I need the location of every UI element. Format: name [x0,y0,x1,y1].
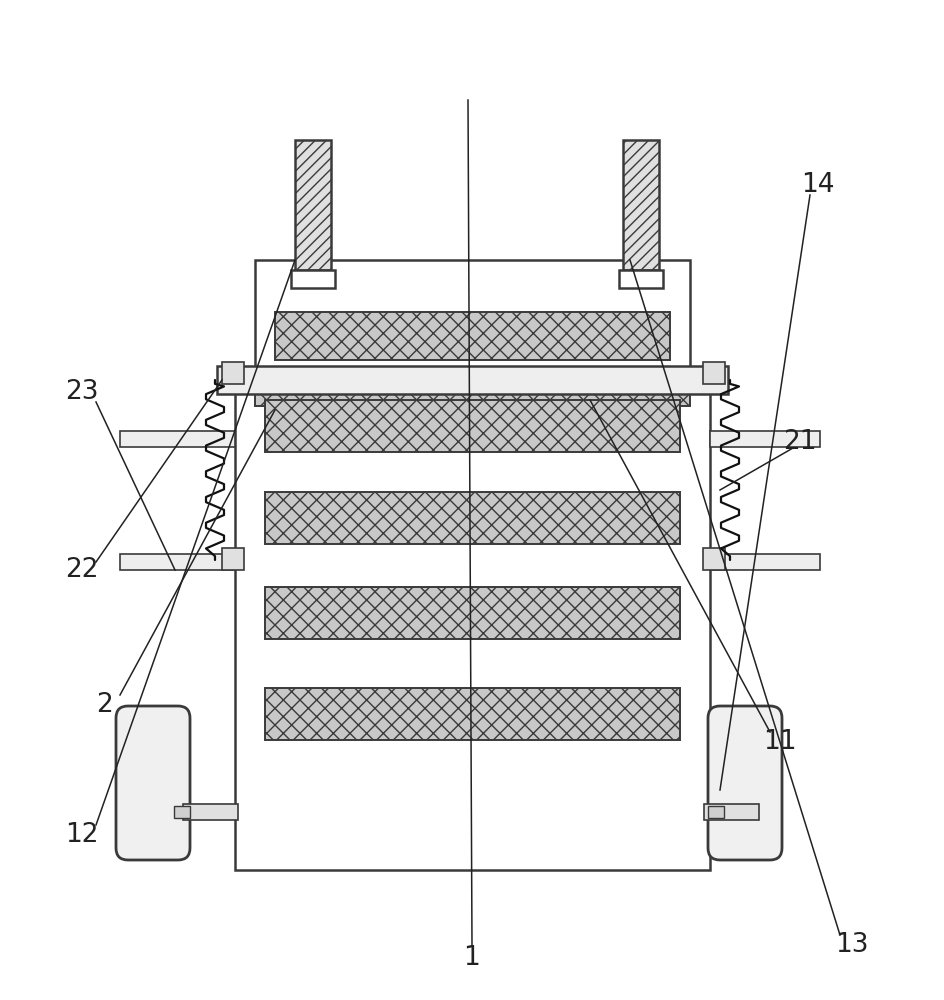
FancyBboxPatch shape [708,706,782,860]
Bar [222,548,244,570]
Bar [623,140,659,270]
Bar [708,806,724,818]
Bar [265,587,680,639]
Bar [120,431,235,447]
Bar [235,380,710,870]
Bar [265,492,680,544]
Bar [703,362,725,384]
Bar [174,806,190,818]
Bar [710,554,820,570]
FancyBboxPatch shape [116,706,190,860]
Bar [265,400,680,452]
Bar [255,260,690,380]
Bar [703,548,725,570]
Text: 21: 21 [784,429,817,455]
Bar [120,554,235,570]
Bar [183,804,238,820]
Text: 12: 12 [65,822,99,848]
Bar [275,312,670,360]
Text: 13: 13 [835,932,868,958]
Bar [265,688,680,740]
Bar [710,431,820,447]
Bar [255,370,690,406]
Bar [222,362,244,384]
Text: 11: 11 [764,729,797,755]
Text: 14: 14 [801,172,834,198]
Bar [619,270,663,288]
Text: 22: 22 [65,557,99,583]
Bar [295,140,331,270]
Bar [704,804,759,820]
Bar [217,366,728,394]
Text: 2: 2 [96,692,113,718]
Text: 1: 1 [464,945,480,971]
Text: 23: 23 [65,379,99,405]
Bar [291,270,335,288]
